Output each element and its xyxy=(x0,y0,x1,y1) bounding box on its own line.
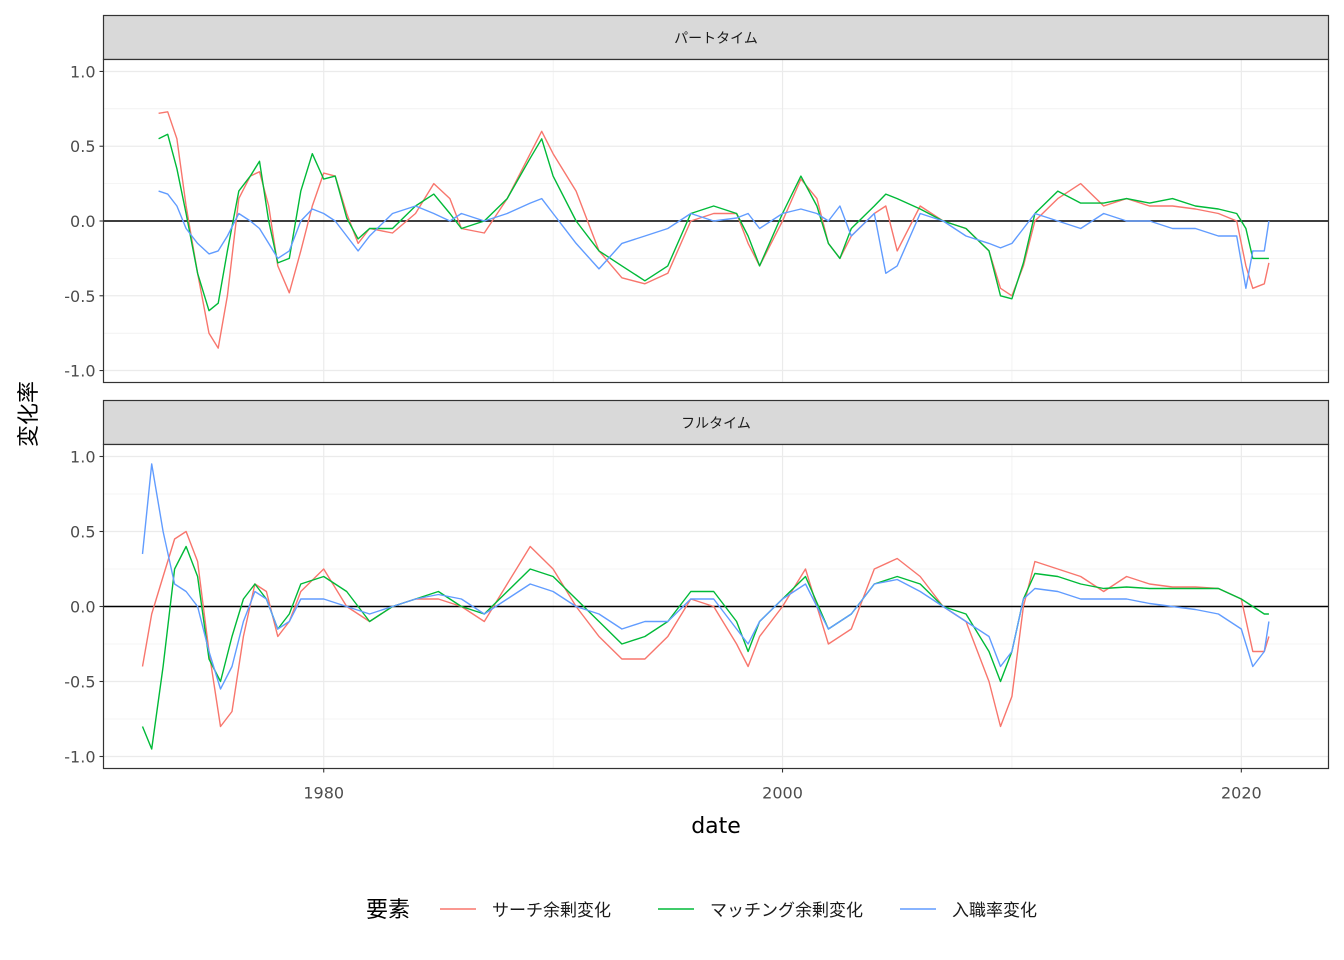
series-layer xyxy=(141,463,1270,750)
panel-full-time: フルタイム 1.0 0.5 0.0 -0.5 -1.0 xyxy=(64,399,1330,770)
y-axis-ticks: 1.0 0.5 0.0 -0.5 -1.0 xyxy=(64,62,104,381)
series-line-1 xyxy=(158,133,1269,312)
x-axis-title: date xyxy=(691,814,741,839)
y-tick-label: 1.0 xyxy=(70,448,95,467)
series-line-0 xyxy=(141,530,1270,728)
y-tick-label: 1.0 xyxy=(70,62,95,81)
x-axis-ticks: 1980 2000 2020 xyxy=(303,768,1262,803)
panel-part-time: パートタイム 1.0 0.5 0.0 -0.5 -1.0 xyxy=(64,14,1330,384)
panel-strip xyxy=(102,14,1330,61)
legend-title: 要素 xyxy=(366,898,410,923)
legend: 要素 サーチ余剰変化 マッチング余剰変化 入職率変化 xyxy=(366,898,1037,923)
panel-strip xyxy=(102,399,1330,446)
series-line-2 xyxy=(141,463,1270,690)
x-tick-label: 2000 xyxy=(762,784,803,803)
legend-entries: サーチ余剰変化 マッチング余剰変化 入職率変化 xyxy=(440,901,1037,921)
legend-label: サーチ余剰変化 xyxy=(492,901,611,921)
y-tick-label: -1.0 xyxy=(64,362,95,381)
series-line-1 xyxy=(141,545,1269,750)
y-tick-label: 0.0 xyxy=(70,212,95,231)
legend-item: 入職率変化 xyxy=(900,901,1037,921)
y-tick-label: 0.0 xyxy=(70,598,95,617)
x-tick-label: 2020 xyxy=(1221,784,1262,803)
y-axis-title: 変化率 xyxy=(17,381,42,447)
legend-item: マッチング余剰変化 xyxy=(658,901,863,921)
y-axis-ticks: 1.0 0.5 0.0 -0.5 -1.0 xyxy=(64,448,104,767)
y-tick-label: 0.5 xyxy=(70,523,95,542)
legend-item: サーチ余剰変化 xyxy=(440,901,611,921)
y-tick-label: -0.5 xyxy=(64,673,95,692)
series-layer xyxy=(158,111,1270,349)
series-line-2 xyxy=(158,190,1270,289)
y-tick-label: -0.5 xyxy=(64,287,95,306)
minor-grid xyxy=(103,444,1329,769)
y-tick-label: 0.5 xyxy=(70,137,95,156)
y-tick-label: -1.0 xyxy=(64,748,95,767)
legend-label: 入職率変化 xyxy=(952,901,1037,921)
panel-strip-label: パートタイム xyxy=(674,31,758,47)
panel-strip-label: フルタイム xyxy=(681,416,751,432)
x-tick-label: 1980 xyxy=(303,784,344,803)
legend-label: マッチング余剰変化 xyxy=(710,901,863,921)
